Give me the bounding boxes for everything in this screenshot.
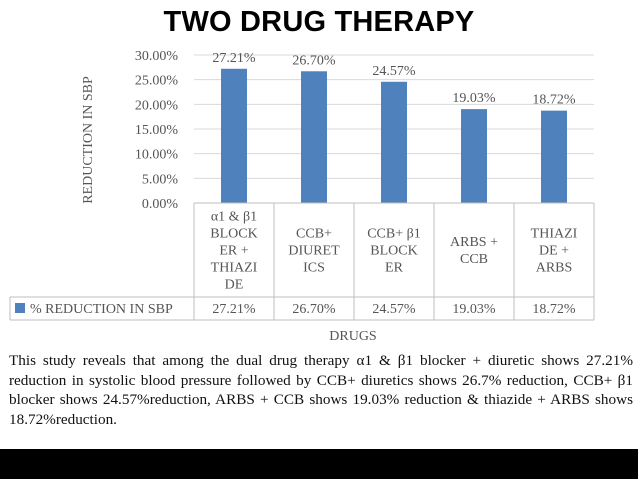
y-tick-label: 5.00% xyxy=(142,172,179,187)
data-labels: 27.21% 26.70% 24.57% 19.03% 18.72% xyxy=(212,51,576,108)
bar xyxy=(301,71,327,203)
x-tick-label: ARBS + CCB xyxy=(450,235,498,267)
bar xyxy=(381,81,407,203)
data-table: α1 & β1 BLOCK ER + THIAZI DE CCB+ DIURET ICS CCB… xyxy=(9,202,595,321)
footer-band xyxy=(0,449,638,479)
table-value: 26.70% xyxy=(292,302,336,317)
y-tick-label: 20.00% xyxy=(135,98,179,113)
y-tick-label: 15.00% xyxy=(135,123,179,138)
x-tick-label: CCB+ DIURET ICS xyxy=(288,227,340,276)
table-value: 27.21% xyxy=(212,302,256,317)
data-label: 18.72% xyxy=(532,93,576,108)
x-tick-label: THIAZI DE + ARBS xyxy=(531,227,578,276)
data-label: 24.57% xyxy=(372,64,416,79)
y-tick-label: 0.00% xyxy=(142,197,179,212)
table-value: 19.03% xyxy=(452,302,496,317)
x-tick-label: CCB+ β1 BLOCK ER xyxy=(367,227,421,276)
bars xyxy=(221,68,567,203)
bar xyxy=(541,110,567,203)
legend-key xyxy=(15,303,25,313)
y-axis-label: REDUCTION IN SBP xyxy=(81,76,96,204)
y-tick-label: 10.00% xyxy=(135,148,179,163)
data-label: 19.03% xyxy=(452,91,496,106)
data-label: 27.21% xyxy=(212,51,256,66)
y-axis-tick-labels: 0.00% 5.00% 10.00% 15.00% 20.00% 25.00% 30.00% xyxy=(135,49,179,212)
bar-chart: 0.00% 5.00% 10.00% 15.00% 20.00% 25.00% 30.00%… xyxy=(9,49,595,344)
slide-title: TWO DRUG THERAPY xyxy=(163,6,475,38)
legend-series-name: % REDUCTION IN SBP xyxy=(30,302,173,317)
table-value: 18.72% xyxy=(532,302,576,317)
summary-text: This study reveals that among the dual d… xyxy=(9,352,633,428)
x-axis-label: DRUGS xyxy=(329,329,376,344)
x-tick-label: α1 & β1 BLOCK ER + THIAZI DE xyxy=(210,210,257,293)
bar xyxy=(461,109,487,203)
y-tick-label: 25.00% xyxy=(135,74,179,89)
bar xyxy=(221,68,247,203)
y-tick-label: 30.00% xyxy=(135,49,179,64)
table-value: 24.57% xyxy=(372,302,416,317)
data-label: 26.70% xyxy=(292,53,336,68)
